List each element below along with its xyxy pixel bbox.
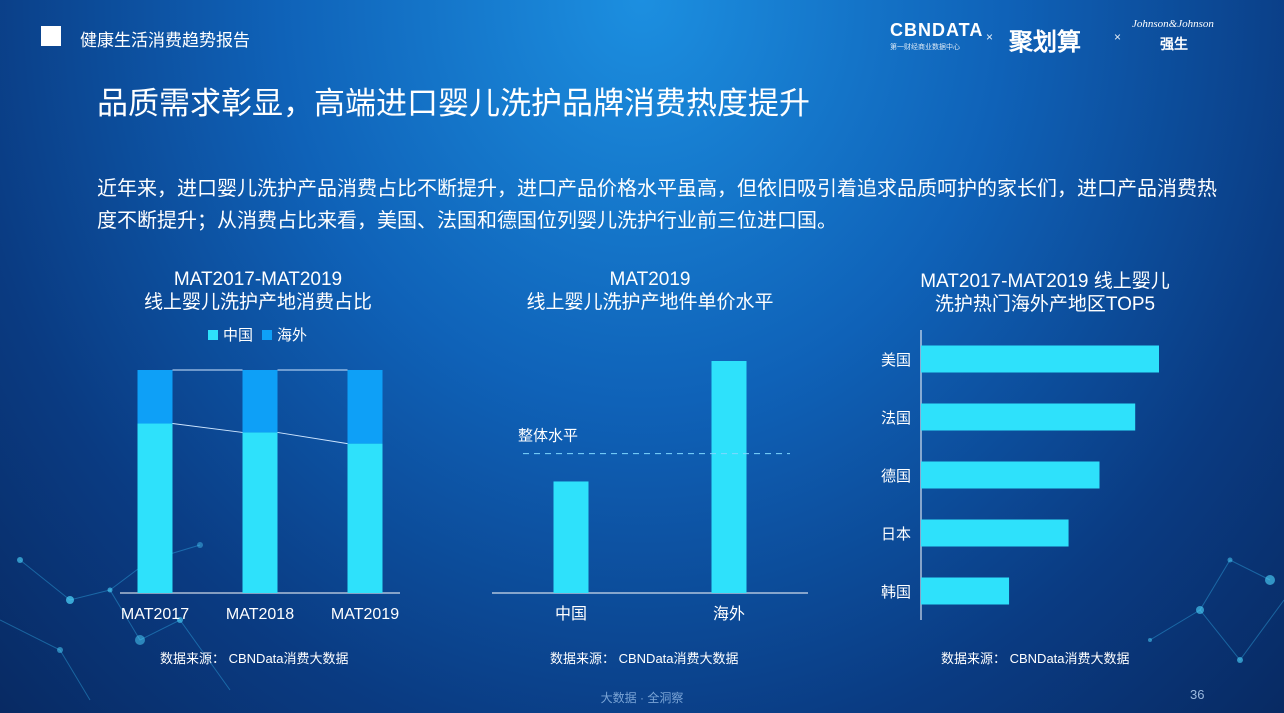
connector-china-0 [172, 423, 243, 433]
x-tick-label-MAT2017: MAT2017 [121, 606, 189, 623]
chart1-title-line1: MAT2017-MAT2019 [173, 269, 343, 290]
legend-label-1: 海外 [277, 327, 307, 344]
bar-overseas-MAT2019 [347, 370, 383, 444]
chart2-title-line2: 线上婴儿洗护产地件单价水平 [526, 292, 774, 313]
legend-label-0: 中国 [223, 327, 253, 344]
chart3-title: MAT2017-MAT2019 线上婴儿 洗护热门海外产地区TOP5 [880, 270, 1210, 316]
bar-overseas-MAT2017 [137, 370, 173, 424]
times-symbol: × [1114, 30, 1122, 44]
y-tick-label-德国: 德国 [881, 467, 911, 485]
legend-swatch-0 [208, 330, 218, 340]
bar-美国 [921, 345, 1159, 373]
y-tick-label-日本: 日本 [881, 526, 911, 543]
y-tick-label-美国: 美国 [881, 352, 911, 369]
chart2-title-line1: MAT2019 [609, 269, 691, 290]
x-tick-label-中国: 中国 [555, 605, 587, 623]
chart2-bar: 中国 海外 整体水平 [492, 361, 808, 623]
bar-日本 [921, 519, 1069, 547]
jnj-logo: Johnson&Johnson [1132, 18, 1214, 30]
bar-德国 [921, 461, 1100, 489]
bar-中国 [553, 481, 589, 593]
header-square-icon [41, 26, 61, 46]
bar-china-MAT2017 [137, 423, 173, 593]
bar-china-MAT2019 [347, 443, 383, 593]
jnj-logo-cn: 强生 [1160, 36, 1188, 52]
y-tick-label-法国: 法国 [881, 410, 911, 427]
page-number: 36 [1190, 687, 1205, 702]
connector-china-1 [277, 431, 348, 445]
intro-paragraph: 近年来，进口婴儿洗护产品消费占比不断提升，进口产品价格水平虽高，但依旧吸引着追求… [97, 178, 1217, 232]
bar-法国 [921, 403, 1136, 431]
x-tick-label-MAT2019: MAT2019 [331, 606, 399, 623]
reference-line-label: 整体水平 [518, 428, 578, 445]
footer-tagline: 大数据 · 全洞察 [600, 691, 684, 705]
bar-overseas-MAT2018 [242, 370, 278, 433]
section-title: 健康生活消费趋势报告 [80, 31, 250, 50]
chart1-title-line2: 线上婴儿洗护产地消费占比 [143, 292, 372, 313]
bar-韩国 [921, 577, 1010, 605]
y-tick-label-韩国: 韩国 [881, 584, 911, 601]
x-tick-label-海外: 海外 [713, 605, 745, 623]
x-tick-label-MAT2018: MAT2018 [226, 606, 294, 623]
cbndata-logo-sub: 第一财经商业数据中心 [890, 44, 960, 51]
legend-swatch-1 [262, 330, 272, 340]
juhuasuan-logo: 聚划算 [1009, 29, 1081, 56]
chart3-title-line2: 洗护热门海外产地区TOP5 [934, 294, 1156, 315]
chart3-title-line1: MAT2017-MAT2019 线上婴儿 [920, 271, 1170, 292]
page-title: 品质需求彰显，高端进口婴儿洗护品牌消费热度提升 [97, 86, 810, 121]
chart1-stacked-bar: 中国 海外 MAT2017 MAT2018 MAT2019 [120, 327, 400, 623]
chart1-title: MAT2017-MAT2019 线上婴儿洗护产地消费占比 [100, 268, 416, 314]
cbndata-logo: CBNDATA [890, 20, 984, 40]
bar-china-MAT2018 [242, 432, 278, 593]
chart2-source: 数据来源： CBNData消费大数据 [550, 651, 739, 666]
chart2-title: MAT2019 线上婴儿洗护产地件单价水平 [490, 268, 810, 314]
chart3-source: 数据来源： CBNData消费大数据 [941, 651, 1130, 666]
bar-海外 [711, 361, 747, 593]
times-symbol: × [986, 30, 994, 44]
chart1-source: 数据来源： CBNData消费大数据 [160, 651, 349, 666]
